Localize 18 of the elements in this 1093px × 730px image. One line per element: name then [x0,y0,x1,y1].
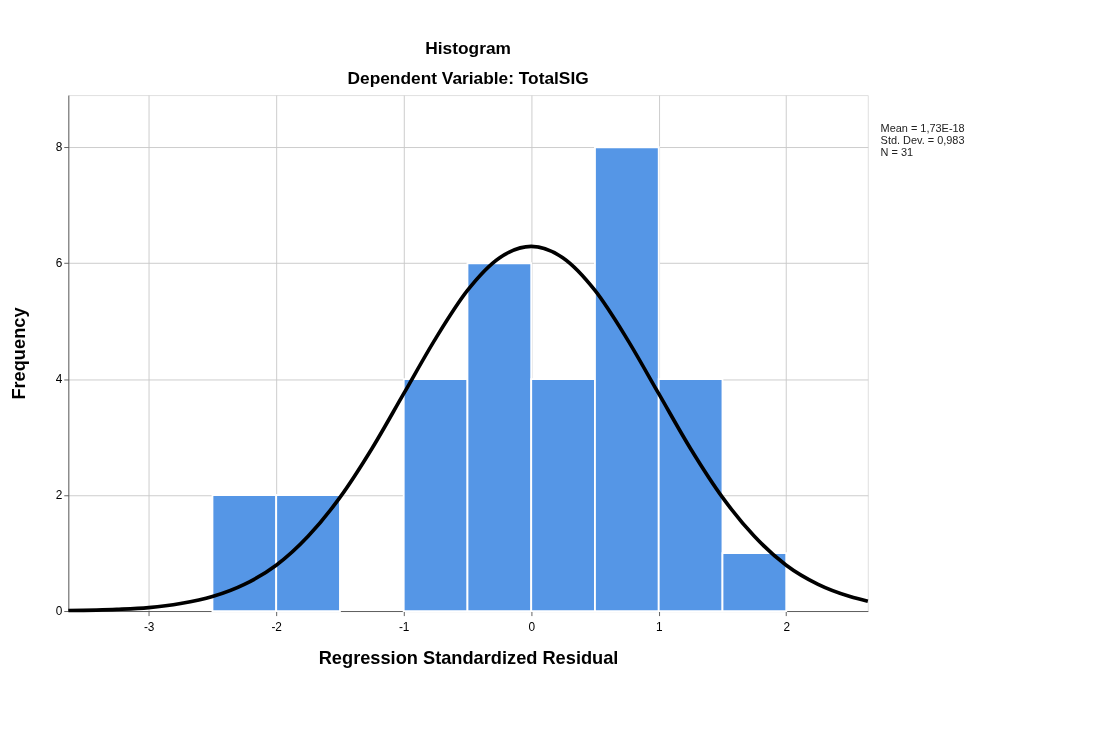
x-tick-label: -1 [398,619,410,634]
y-tick-label: 0 [55,604,63,619]
y-axis-title: Frequency [7,306,29,400]
text: Mean = 1,73E-18 [880,122,965,135]
y-tick-label: 6 [55,256,63,271]
x-tick-label: -3 [143,619,155,634]
x-axis-title: Regression Standardized Residual [318,647,619,669]
text: N = 31 [880,146,914,159]
x-tick-label: -2 [271,619,282,634]
x-tick-label: 1 [655,619,663,634]
y-tick-label: 2 [55,488,63,503]
x-tick-label: 2 [783,619,790,634]
y-tick-label: 4 [55,372,63,387]
chart-title: Histogram [425,38,511,59]
y-tick-label: 8 [55,140,63,155]
chart-subtitle: Dependent Variable: TotalSIG [347,68,589,89]
text: Std. Dev. = 0,983 [880,134,965,147]
x-tick-label: 0 [528,619,536,634]
